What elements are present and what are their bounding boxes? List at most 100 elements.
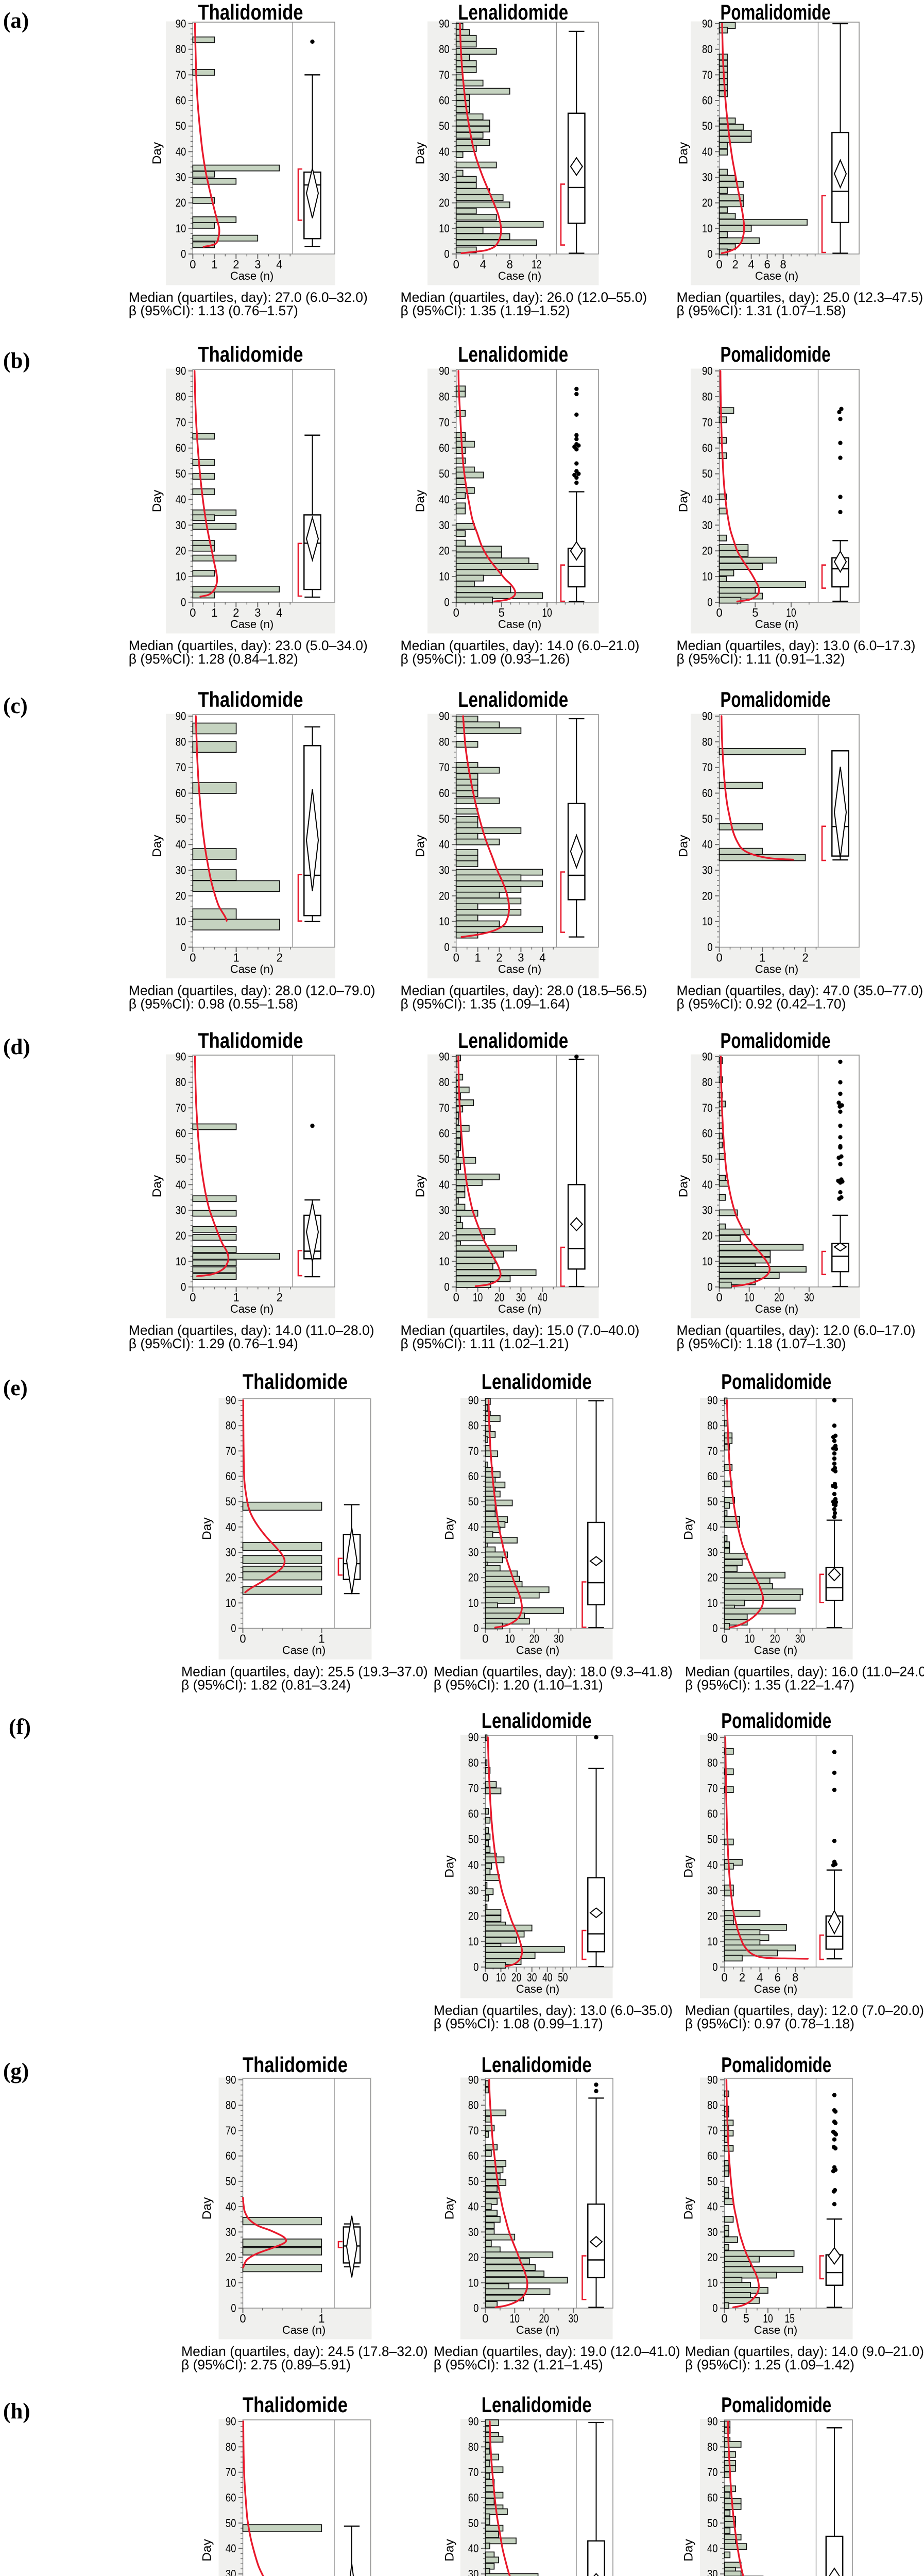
svg-text:Median (quartiles, day): 24.5: Median (quartiles, day): 24.5 (17.8–32.0… bbox=[181, 2344, 428, 2359]
svg-text:70: 70 bbox=[439, 761, 450, 774]
svg-text:0: 0 bbox=[190, 606, 196, 619]
svg-text:10: 10 bbox=[439, 1255, 450, 1268]
svg-text:β (95%CI): 1.09 (0.93–1.26): β (95%CI): 1.09 (0.93–1.26) bbox=[401, 651, 570, 667]
svg-text:0: 0 bbox=[453, 606, 459, 619]
svg-text:60: 60 bbox=[702, 442, 713, 454]
svg-text:20: 20 bbox=[770, 1632, 780, 1646]
svg-text:β (95%CI): 1.35 (1.22–1.47): β (95%CI): 1.35 (1.22–1.47) bbox=[685, 1677, 854, 1693]
svg-text:80: 80 bbox=[226, 2099, 236, 2112]
svg-text:30: 30 bbox=[795, 1632, 805, 1646]
svg-text:80: 80 bbox=[176, 43, 186, 56]
svg-text:10: 10 bbox=[439, 570, 450, 583]
svg-text:70: 70 bbox=[707, 2124, 718, 2137]
svg-text:80: 80 bbox=[439, 390, 450, 403]
svg-text:30: 30 bbox=[702, 519, 713, 532]
svg-text:40: 40 bbox=[226, 1520, 236, 1533]
svg-text:80: 80 bbox=[707, 1756, 718, 1769]
svg-text:4: 4 bbox=[757, 1971, 763, 1984]
svg-text:0: 0 bbox=[453, 1291, 459, 1304]
svg-text:80: 80 bbox=[176, 1076, 186, 1089]
svg-text:5: 5 bbox=[752, 606, 758, 619]
svg-text:30: 30 bbox=[226, 2568, 236, 2576]
svg-text:80: 80 bbox=[468, 1756, 479, 1769]
svg-text:Case (n): Case (n) bbox=[755, 269, 798, 282]
svg-text:Median (quartiles, day): 15.0: Median (quartiles, day): 15.0 (7.0–40.0) bbox=[401, 1323, 640, 1338]
svg-text:Case (n): Case (n) bbox=[755, 1302, 798, 1315]
svg-text:Day: Day bbox=[414, 835, 427, 857]
svg-text:50: 50 bbox=[226, 2517, 236, 2530]
svg-text:0: 0 bbox=[716, 1291, 723, 1304]
svg-text:10: 10 bbox=[707, 2276, 718, 2289]
svg-text:40: 40 bbox=[538, 1291, 547, 1304]
svg-text:70: 70 bbox=[468, 2466, 479, 2479]
svg-text:20: 20 bbox=[468, 2251, 479, 2264]
svg-text:20: 20 bbox=[702, 545, 713, 557]
svg-text:0: 0 bbox=[707, 941, 712, 954]
svg-text:2: 2 bbox=[739, 1971, 745, 1984]
svg-text:50: 50 bbox=[176, 467, 186, 480]
svg-text:β (95%CI): 1.28 (0.84–1.82): β (95%CI): 1.28 (0.84–1.82) bbox=[129, 651, 298, 667]
svg-text:10: 10 bbox=[542, 606, 552, 619]
svg-text:40: 40 bbox=[439, 145, 450, 158]
svg-text:10: 10 bbox=[439, 915, 450, 928]
svg-text:40: 40 bbox=[176, 145, 186, 158]
svg-text:70: 70 bbox=[176, 1101, 186, 1114]
svg-text:20: 20 bbox=[176, 1229, 186, 1242]
svg-text:β (95%CI): 1.25 (1.09–1.42): β (95%CI): 1.25 (1.09–1.42) bbox=[685, 2357, 854, 2372]
svg-text:20: 20 bbox=[529, 1632, 539, 1646]
svg-text:90: 90 bbox=[707, 2074, 718, 2087]
svg-text:10: 10 bbox=[226, 1597, 236, 1609]
svg-text:20: 20 bbox=[176, 545, 186, 557]
svg-text:40: 40 bbox=[707, 2542, 718, 2555]
svg-text:40: 40 bbox=[702, 145, 713, 158]
svg-text:Case (n): Case (n) bbox=[754, 2324, 797, 2336]
svg-text:Lenalidomide: Lenalidomide bbox=[458, 342, 568, 366]
svg-text:(c): (c) bbox=[3, 694, 28, 718]
svg-text:4: 4 bbox=[276, 258, 282, 271]
svg-text:Day: Day bbox=[200, 2538, 214, 2561]
svg-text:90: 90 bbox=[468, 1394, 479, 1407]
svg-text:0: 0 bbox=[473, 2302, 478, 2315]
svg-text:60: 60 bbox=[468, 1470, 479, 1483]
svg-text:1: 1 bbox=[211, 606, 217, 619]
svg-text:Day: Day bbox=[682, 1855, 696, 1877]
svg-text:Day: Day bbox=[414, 142, 427, 164]
svg-text:80: 80 bbox=[176, 390, 186, 403]
svg-text:50: 50 bbox=[439, 120, 450, 132]
svg-text:60: 60 bbox=[468, 2492, 479, 2504]
svg-text:70: 70 bbox=[176, 416, 186, 429]
svg-text:40: 40 bbox=[702, 838, 713, 851]
svg-text:30: 30 bbox=[439, 1204, 450, 1217]
svg-text:40: 40 bbox=[176, 493, 186, 506]
svg-text:90: 90 bbox=[176, 1050, 186, 1063]
svg-text:20: 20 bbox=[439, 545, 450, 557]
svg-text:10: 10 bbox=[468, 1597, 479, 1609]
svg-text:Case (n): Case (n) bbox=[498, 269, 541, 282]
svg-text:Pomalidomide: Pomalidomide bbox=[721, 342, 831, 366]
svg-text:Lenalidomide: Lenalidomide bbox=[458, 1028, 568, 1053]
svg-text:50: 50 bbox=[226, 1495, 236, 1508]
svg-text:80: 80 bbox=[702, 1076, 713, 1089]
svg-text:20: 20 bbox=[439, 1229, 450, 1242]
svg-text:Median (quartiles, day): 12.0: Median (quartiles, day): 12.0 (6.0–17.0) bbox=[677, 1323, 916, 1338]
svg-text:30: 30 bbox=[439, 864, 450, 877]
svg-text:5: 5 bbox=[499, 606, 505, 619]
svg-text:70: 70 bbox=[707, 2466, 718, 2479]
svg-text:0: 0 bbox=[712, 2302, 717, 2315]
svg-text:80: 80 bbox=[468, 1419, 479, 1432]
svg-text:Pomalidomide: Pomalidomide bbox=[721, 1708, 831, 1733]
svg-text:90: 90 bbox=[468, 1731, 479, 1744]
svg-text:40: 40 bbox=[707, 1520, 718, 1533]
svg-text:30: 30 bbox=[707, 1884, 718, 1897]
svg-text:0: 0 bbox=[722, 2312, 728, 2325]
svg-text:50: 50 bbox=[176, 120, 186, 132]
svg-text:30: 30 bbox=[439, 171, 450, 184]
svg-text:0: 0 bbox=[716, 258, 723, 271]
svg-text:6: 6 bbox=[775, 1971, 781, 1984]
svg-text:0: 0 bbox=[482, 1971, 488, 1984]
svg-text:Lenalidomide: Lenalidomide bbox=[458, 687, 568, 711]
svg-text:30: 30 bbox=[707, 2568, 718, 2576]
svg-text:30: 30 bbox=[439, 519, 450, 532]
svg-text:50: 50 bbox=[702, 120, 713, 132]
svg-text:90: 90 bbox=[702, 1050, 713, 1063]
